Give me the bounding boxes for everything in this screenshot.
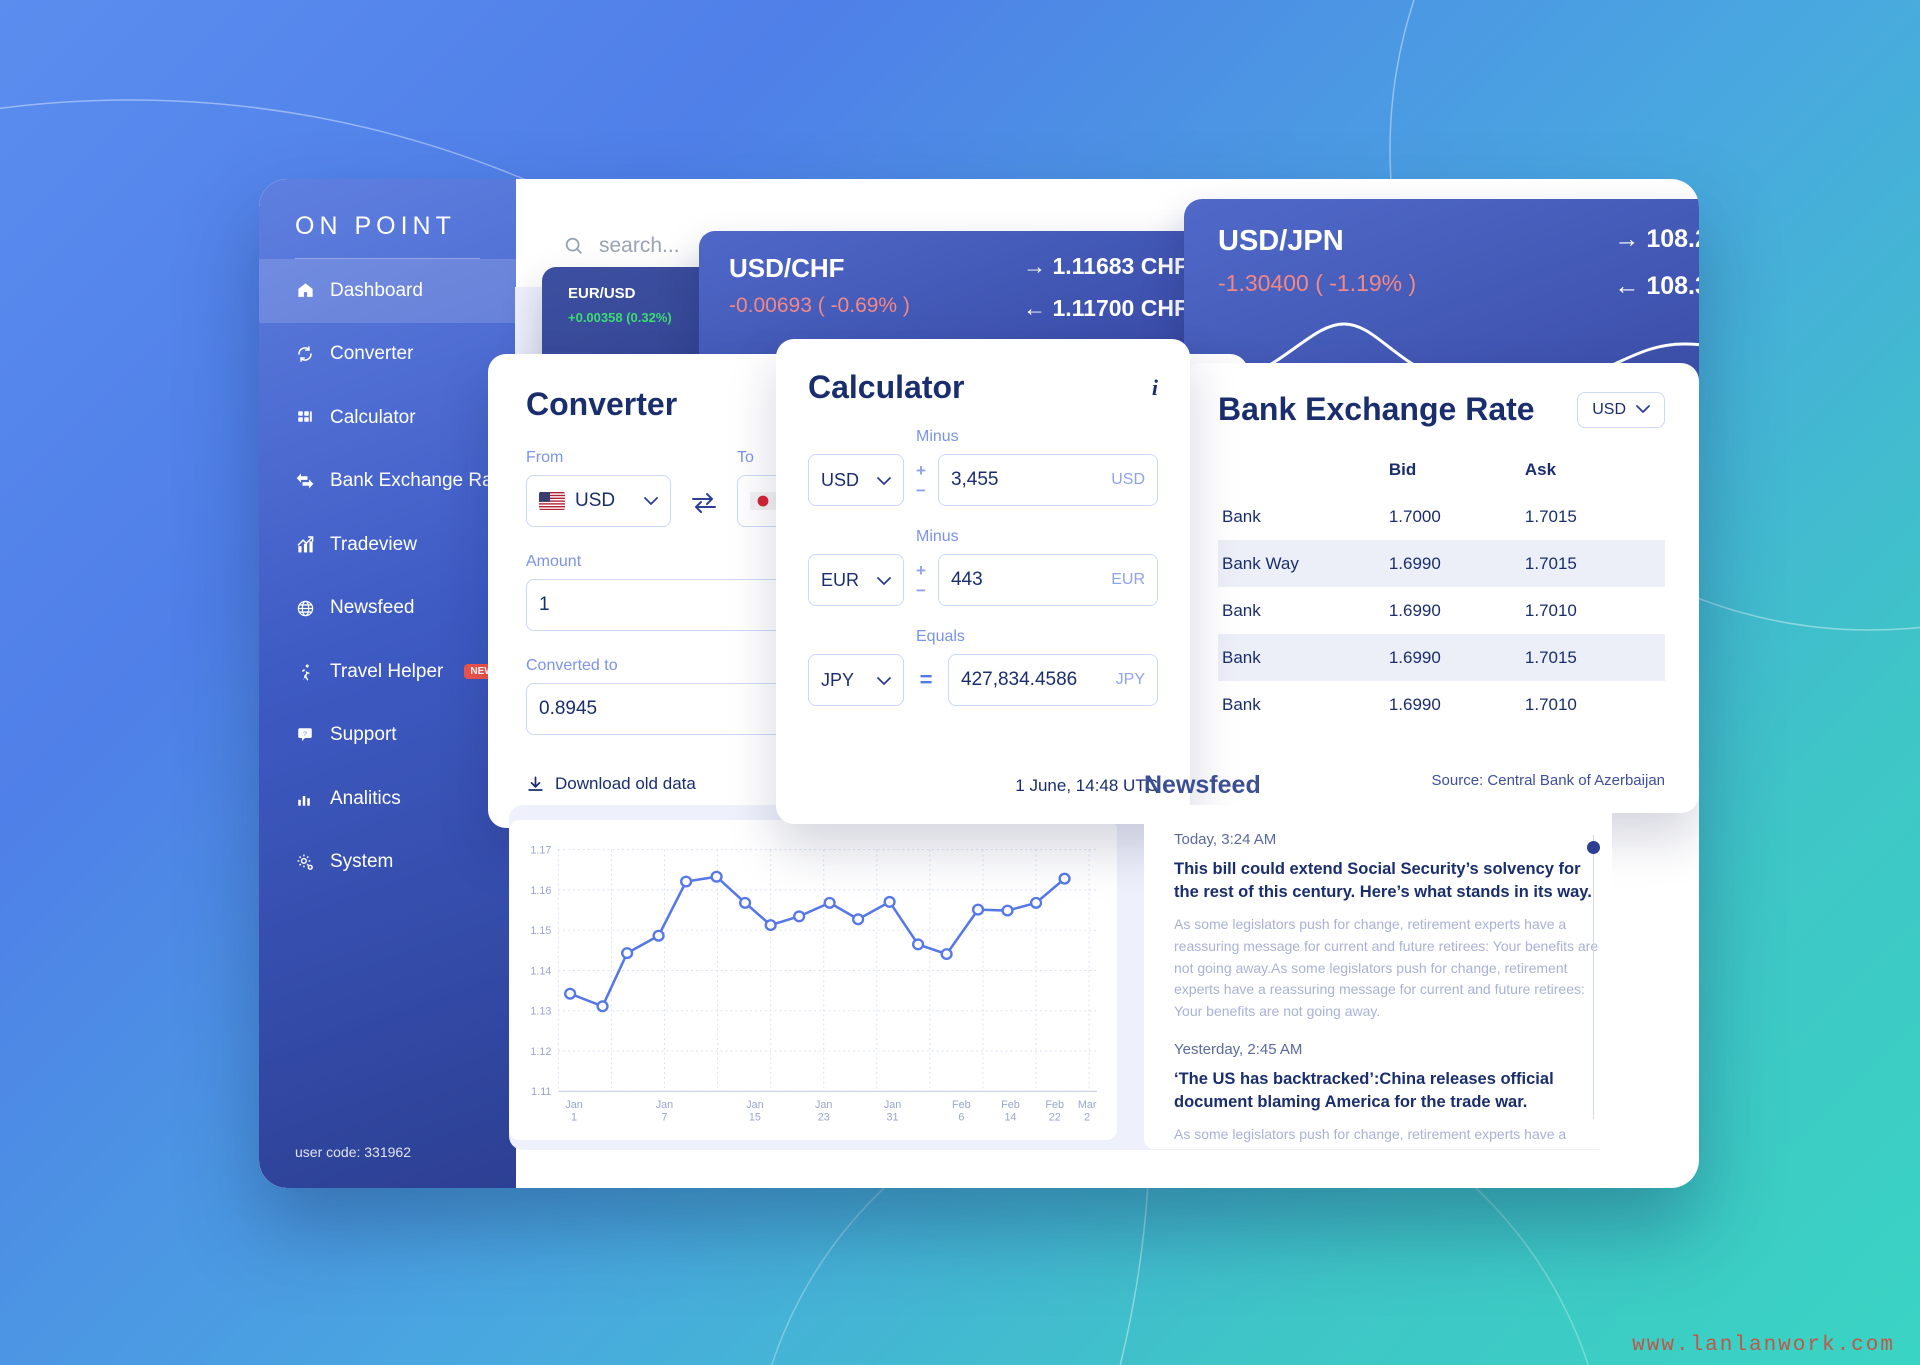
svg-text:?: ? [303, 731, 307, 738]
svg-text:15: 15 [749, 1111, 761, 1123]
svg-text:Feb: Feb [1045, 1099, 1064, 1111]
svg-text:Jan: Jan [884, 1099, 901, 1111]
svg-text:Jan: Jan [746, 1099, 763, 1111]
svg-text:1.13: 1.13 [530, 1006, 551, 1018]
svg-text:2: 2 [1084, 1111, 1090, 1123]
svg-text:Jan: Jan [656, 1099, 673, 1111]
svg-text:Feb: Feb [952, 1099, 971, 1111]
svg-text:Jan: Jan [815, 1099, 832, 1111]
svg-text:1.14: 1.14 [530, 965, 551, 977]
svg-text:7: 7 [661, 1111, 667, 1123]
svg-text:1: 1 [571, 1111, 577, 1123]
svg-text:1.15: 1.15 [530, 925, 551, 937]
svg-text:Jan: Jan [565, 1099, 582, 1111]
svg-text:31: 31 [887, 1111, 899, 1123]
svg-text:1.12: 1.12 [530, 1046, 551, 1058]
svg-text:23: 23 [818, 1111, 830, 1123]
svg-text:Mar: Mar [1078, 1099, 1097, 1111]
svg-text:Feb: Feb [1001, 1099, 1020, 1111]
svg-text:1.11: 1.11 [531, 1086, 551, 1098]
svg-text:14: 14 [1004, 1111, 1016, 1123]
svg-text:6: 6 [958, 1111, 964, 1123]
svg-text:1.16: 1.16 [530, 885, 551, 897]
svg-text:1.17: 1.17 [530, 845, 551, 857]
svg-text:22: 22 [1049, 1111, 1061, 1123]
